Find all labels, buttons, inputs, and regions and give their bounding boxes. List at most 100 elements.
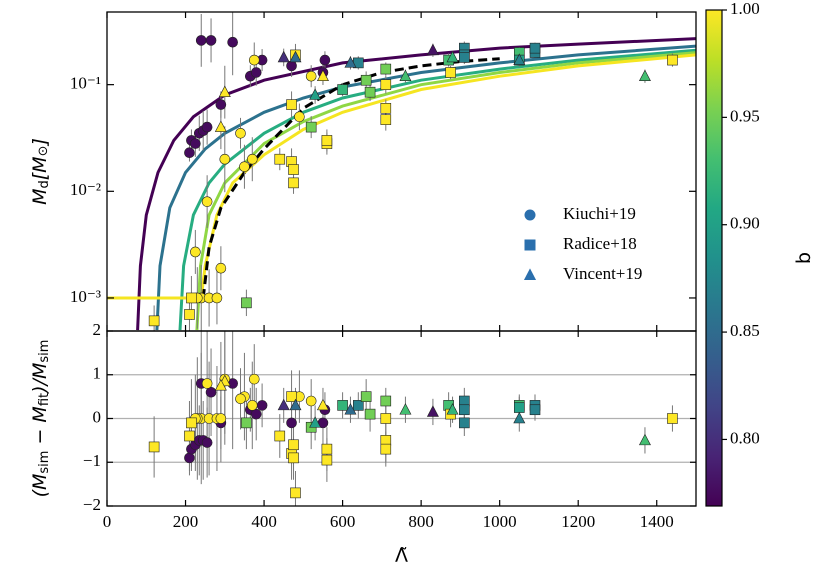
marker [184,452,195,464]
marker [288,164,299,175]
marker [380,63,392,75]
colorbar-label: q [795,252,817,264]
marker [256,400,268,411]
marker [184,309,195,320]
marker [337,84,348,95]
marker [286,60,297,72]
marker [513,53,526,65]
marker [288,439,299,451]
marker [523,268,537,280]
marker [344,56,357,68]
top-plot [107,12,696,331]
residual-axis-label: (Msim − Mfit)/Msim [29,340,52,498]
marker [201,121,213,133]
y-tick-label: 10⁻³ [70,287,101,306]
legend-label: Kiuchi+19 [563,204,636,223]
marker [205,35,217,46]
marker [524,239,536,251]
marker [399,403,412,415]
y-tick-label: −2 [83,495,101,514]
marker [241,297,252,309]
marker [316,69,329,82]
label-part: sim [37,340,52,363]
marker [380,114,392,125]
label-part: [M [29,156,51,180]
marker [513,411,526,424]
x-tick-label: 1400 [640,512,674,531]
x-tick-label: 600 [330,512,356,531]
label-part: (M [29,474,51,498]
marker [248,373,260,385]
marker [380,395,392,407]
x-tick-label: 0 [103,512,112,531]
marker [316,398,329,411]
y-tick-label: 10⁻² [70,180,101,199]
marker [321,135,333,146]
marker [241,417,252,429]
legend-label: Vincent+19 [563,264,642,283]
marker [364,86,376,98]
residual-plot [107,331,696,506]
marker [235,393,246,405]
marker [638,69,651,82]
marker [274,153,286,165]
marker [246,153,258,165]
x-tick-label: 1200 [561,512,595,531]
marker [426,43,439,56]
marker [288,452,299,464]
marker [215,413,227,424]
marker [148,315,160,327]
marker [148,441,160,453]
marker [215,262,227,274]
fit-curve [107,53,696,300]
marker [286,391,297,402]
fit-curve [155,44,696,331]
marker [214,120,227,132]
marker [364,408,376,420]
marker [309,88,322,100]
fit-curve [201,57,500,299]
marker [205,386,217,398]
marker [638,433,651,446]
marker [290,487,301,499]
marker [360,391,372,402]
marker [277,398,290,411]
y-tick-label: 10⁻¹ [70,74,101,93]
marker [321,454,333,466]
fit-curve [195,51,696,331]
marker [288,177,299,189]
label-part: ⊙ [36,146,51,157]
marker [227,36,238,48]
fit-curve [178,48,696,331]
marker [184,430,195,442]
marker [513,402,525,413]
marker [529,404,541,416]
marker [195,35,207,46]
marker [186,417,197,429]
marker [277,50,290,63]
marker [184,147,195,159]
marker [380,443,392,455]
marker [344,403,357,415]
x-tick-label: 800 [408,512,434,531]
marker [459,404,470,416]
marker [309,416,322,428]
marker [524,209,536,221]
marker [201,378,213,389]
marker [286,417,297,429]
label-part: ] [29,138,51,146]
marker [211,292,223,304]
label-part: sim [37,451,52,474]
marker [190,246,201,258]
marker [214,379,227,391]
x-tick-label: 200 [173,512,199,531]
marker [380,413,392,424]
x-axis-label: Λ̃ [395,545,408,567]
marker [248,54,260,66]
marker [186,292,197,304]
x-tick-label: 400 [251,512,277,531]
marker [294,111,305,123]
label-part: fit [37,393,52,406]
marker [459,52,470,63]
